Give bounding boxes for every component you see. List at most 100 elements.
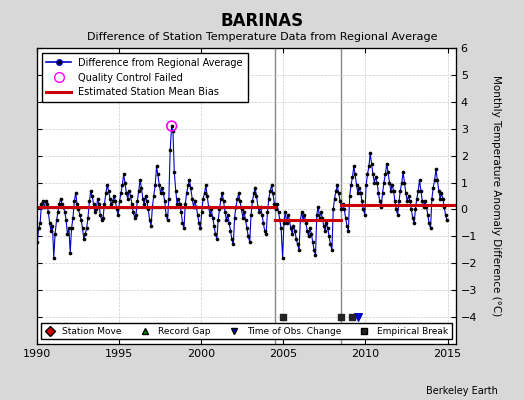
Point xyxy=(280,220,288,226)
Point xyxy=(84,214,92,221)
Point xyxy=(188,196,196,202)
Point xyxy=(398,179,406,186)
Point xyxy=(144,206,152,213)
Point xyxy=(88,193,96,199)
Point xyxy=(96,212,104,218)
Point xyxy=(233,196,242,202)
Point xyxy=(61,209,69,215)
Point xyxy=(407,206,416,213)
Point xyxy=(59,204,68,210)
Point xyxy=(62,217,70,224)
Point xyxy=(149,193,158,199)
Point xyxy=(40,204,48,210)
Point xyxy=(51,230,59,237)
Point xyxy=(115,198,124,204)
Point xyxy=(396,188,405,194)
Point xyxy=(333,182,342,188)
Point xyxy=(428,196,436,202)
Point xyxy=(225,220,233,226)
Point xyxy=(37,201,46,207)
Point xyxy=(356,190,365,196)
Point xyxy=(262,230,270,237)
Point xyxy=(69,214,77,221)
Point xyxy=(155,182,163,188)
Point xyxy=(255,209,264,215)
Point xyxy=(121,179,129,186)
Point xyxy=(341,214,350,221)
Point xyxy=(369,171,377,178)
Point xyxy=(163,217,172,224)
Point xyxy=(182,190,191,196)
Point xyxy=(211,230,220,237)
Point xyxy=(85,198,94,204)
Point xyxy=(236,198,244,204)
Point xyxy=(157,190,165,196)
Point xyxy=(103,182,112,188)
Point xyxy=(100,201,108,207)
Point xyxy=(376,198,384,204)
Point xyxy=(282,220,291,226)
Point xyxy=(86,188,95,194)
Text: Berkeley Earth: Berkeley Earth xyxy=(426,386,498,396)
Point xyxy=(191,198,199,204)
Point xyxy=(305,225,314,232)
Point xyxy=(325,233,333,240)
Point xyxy=(198,209,206,215)
Point xyxy=(303,228,311,234)
Point xyxy=(310,247,318,253)
Point xyxy=(235,190,243,196)
Point xyxy=(243,225,251,232)
Point xyxy=(207,206,215,213)
Point xyxy=(80,236,88,242)
Point xyxy=(315,214,324,221)
Point xyxy=(372,174,380,180)
Point xyxy=(128,201,136,207)
Point xyxy=(336,198,344,204)
Point xyxy=(187,185,195,191)
Point xyxy=(377,204,386,210)
Point xyxy=(113,206,121,213)
Point xyxy=(41,198,50,204)
Point xyxy=(322,220,331,226)
Point xyxy=(370,179,378,186)
Point xyxy=(399,168,407,175)
Text: BARINAS: BARINAS xyxy=(221,12,303,30)
Point xyxy=(176,201,184,207)
Point xyxy=(284,212,292,218)
Point xyxy=(281,209,289,215)
Point xyxy=(256,204,265,210)
Point xyxy=(353,182,361,188)
Point xyxy=(432,166,440,172)
Point xyxy=(383,160,391,167)
Point xyxy=(292,236,300,242)
Point xyxy=(334,190,343,196)
Point xyxy=(436,196,444,202)
Point xyxy=(423,212,432,218)
Point xyxy=(416,177,424,183)
Point xyxy=(110,193,118,199)
Point xyxy=(354,190,362,196)
Point xyxy=(440,204,449,210)
Point xyxy=(160,198,169,204)
Point xyxy=(402,190,410,196)
Point xyxy=(222,217,231,224)
Point xyxy=(433,177,442,183)
Point xyxy=(328,247,336,253)
Point xyxy=(180,225,188,232)
Point xyxy=(381,171,389,178)
Point xyxy=(99,214,107,221)
Point xyxy=(229,241,237,248)
Point xyxy=(304,233,313,240)
Point xyxy=(203,193,211,199)
Point xyxy=(324,225,332,232)
Point xyxy=(258,212,266,218)
Point xyxy=(278,255,287,261)
Point xyxy=(260,228,269,234)
Point xyxy=(92,206,101,213)
Point xyxy=(289,222,298,229)
Point xyxy=(139,196,147,202)
Point xyxy=(339,201,347,207)
Point xyxy=(302,220,310,226)
Point xyxy=(81,230,90,237)
Point xyxy=(111,198,119,204)
